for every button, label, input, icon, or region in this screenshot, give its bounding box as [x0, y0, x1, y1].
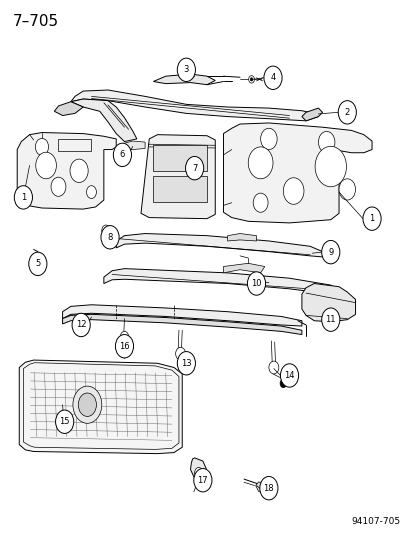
Circle shape — [321, 308, 339, 332]
Circle shape — [28, 252, 47, 276]
Polygon shape — [255, 482, 268, 494]
Polygon shape — [124, 141, 145, 150]
Polygon shape — [227, 233, 256, 241]
Text: 7: 7 — [192, 164, 197, 173]
Circle shape — [86, 185, 96, 198]
Circle shape — [260, 128, 276, 150]
Text: 3: 3 — [183, 66, 189, 74]
Circle shape — [55, 410, 74, 433]
Circle shape — [263, 66, 281, 90]
Text: 18: 18 — [263, 483, 273, 492]
Text: 14: 14 — [284, 371, 294, 380]
Circle shape — [101, 225, 119, 249]
Circle shape — [280, 364, 298, 387]
Circle shape — [321, 240, 339, 264]
Polygon shape — [190, 458, 206, 484]
Polygon shape — [62, 305, 301, 326]
Polygon shape — [116, 233, 322, 257]
Circle shape — [175, 348, 185, 360]
Polygon shape — [62, 314, 301, 335]
Circle shape — [72, 313, 90, 337]
Circle shape — [279, 379, 286, 387]
Circle shape — [177, 58, 195, 82]
Text: 10: 10 — [251, 279, 261, 288]
Text: 12: 12 — [76, 320, 86, 329]
Circle shape — [193, 469, 211, 492]
Text: 17: 17 — [197, 476, 208, 484]
Circle shape — [318, 132, 334, 153]
Circle shape — [282, 177, 303, 204]
Circle shape — [78, 393, 96, 416]
Text: 94107-705: 94107-705 — [351, 517, 400, 526]
Text: 4: 4 — [270, 73, 275, 82]
Polygon shape — [153, 74, 215, 85]
Circle shape — [177, 352, 195, 375]
Polygon shape — [71, 99, 137, 142]
Polygon shape — [19, 360, 182, 454]
Circle shape — [102, 225, 110, 236]
Circle shape — [14, 185, 32, 209]
Text: 13: 13 — [180, 359, 191, 368]
Circle shape — [362, 207, 380, 230]
Circle shape — [51, 177, 66, 196]
Circle shape — [121, 338, 128, 346]
Text: 15: 15 — [59, 417, 70, 426]
Polygon shape — [223, 123, 371, 223]
Circle shape — [314, 147, 346, 187]
Circle shape — [185, 157, 203, 180]
Text: 2: 2 — [344, 108, 349, 117]
Text: 8: 8 — [107, 233, 112, 242]
Polygon shape — [301, 284, 355, 322]
Text: 9: 9 — [328, 248, 332, 257]
Circle shape — [248, 76, 254, 83]
Circle shape — [248, 147, 272, 179]
Circle shape — [337, 101, 356, 124]
Circle shape — [338, 179, 355, 200]
Polygon shape — [71, 90, 318, 121]
Text: 7–705: 7–705 — [13, 14, 59, 29]
Text: 1: 1 — [21, 193, 26, 202]
Circle shape — [102, 233, 107, 238]
Circle shape — [35, 139, 48, 156]
Circle shape — [194, 467, 202, 478]
Polygon shape — [54, 102, 83, 116]
Text: 1: 1 — [368, 214, 374, 223]
FancyBboxPatch shape — [153, 146, 206, 171]
Text: 11: 11 — [325, 315, 335, 324]
Circle shape — [113, 143, 131, 166]
Circle shape — [259, 477, 277, 500]
Circle shape — [36, 152, 56, 179]
Text: 5: 5 — [35, 260, 40, 268]
Polygon shape — [17, 133, 116, 209]
Circle shape — [115, 335, 133, 358]
Circle shape — [73, 386, 102, 423]
Circle shape — [247, 272, 265, 295]
Polygon shape — [301, 108, 322, 121]
Text: 16: 16 — [119, 342, 130, 351]
Circle shape — [70, 159, 88, 182]
Circle shape — [120, 332, 128, 342]
Text: 6: 6 — [119, 150, 125, 159]
Polygon shape — [223, 263, 264, 273]
Polygon shape — [141, 135, 215, 219]
Polygon shape — [104, 269, 338, 296]
Circle shape — [250, 78, 252, 81]
Circle shape — [268, 361, 278, 374]
Circle shape — [253, 193, 268, 212]
FancyBboxPatch shape — [153, 176, 206, 201]
